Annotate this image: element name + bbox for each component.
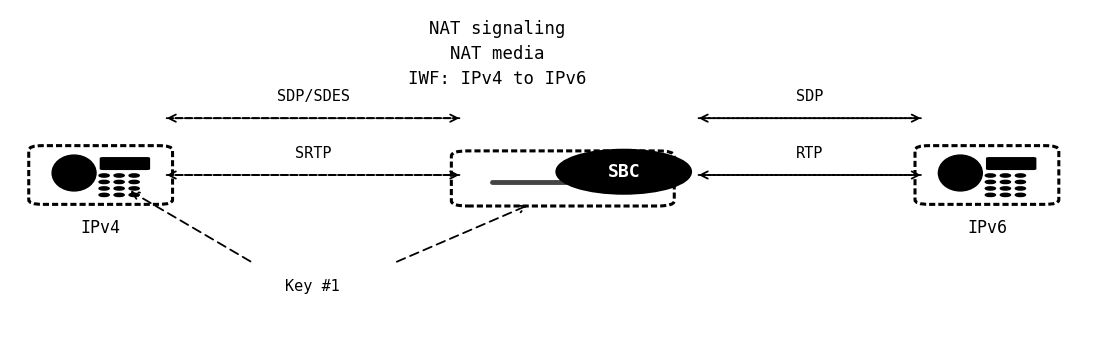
Circle shape bbox=[985, 174, 996, 177]
Text: RTP: RTP bbox=[796, 146, 823, 161]
Ellipse shape bbox=[557, 150, 691, 193]
Text: SBC: SBC bbox=[608, 163, 640, 181]
Circle shape bbox=[985, 180, 996, 184]
Circle shape bbox=[1000, 180, 1011, 184]
Circle shape bbox=[1000, 174, 1011, 177]
Circle shape bbox=[1000, 193, 1011, 196]
Circle shape bbox=[129, 180, 139, 184]
Circle shape bbox=[99, 174, 109, 177]
Circle shape bbox=[99, 180, 109, 184]
FancyBboxPatch shape bbox=[451, 151, 674, 206]
FancyBboxPatch shape bbox=[99, 157, 150, 170]
Text: SDP: SDP bbox=[796, 89, 823, 104]
Circle shape bbox=[114, 180, 125, 184]
Circle shape bbox=[114, 187, 125, 190]
Text: IPv4: IPv4 bbox=[81, 219, 120, 237]
Circle shape bbox=[985, 193, 996, 196]
Circle shape bbox=[1015, 187, 1025, 190]
Circle shape bbox=[129, 193, 139, 196]
Ellipse shape bbox=[52, 155, 96, 191]
Text: SRTP: SRTP bbox=[295, 146, 331, 161]
Circle shape bbox=[114, 174, 125, 177]
FancyBboxPatch shape bbox=[986, 157, 1036, 170]
Text: Key #1: Key #1 bbox=[285, 279, 340, 294]
Text: IPv6: IPv6 bbox=[967, 219, 1007, 237]
Circle shape bbox=[99, 187, 109, 190]
FancyBboxPatch shape bbox=[28, 146, 173, 204]
Circle shape bbox=[1015, 193, 1025, 196]
Circle shape bbox=[985, 187, 996, 190]
Circle shape bbox=[129, 174, 139, 177]
Circle shape bbox=[99, 193, 109, 196]
Circle shape bbox=[114, 193, 125, 196]
FancyBboxPatch shape bbox=[915, 146, 1059, 204]
Circle shape bbox=[1015, 180, 1025, 184]
Text: SDP/SDES: SDP/SDES bbox=[277, 89, 350, 104]
Ellipse shape bbox=[939, 155, 983, 191]
Text: NAT signaling
NAT media
IWF: IPv4 to IPv6: NAT signaling NAT media IWF: IPv4 to IPv… bbox=[409, 20, 587, 88]
Circle shape bbox=[129, 187, 139, 190]
Circle shape bbox=[1000, 187, 1011, 190]
Circle shape bbox=[1015, 174, 1025, 177]
